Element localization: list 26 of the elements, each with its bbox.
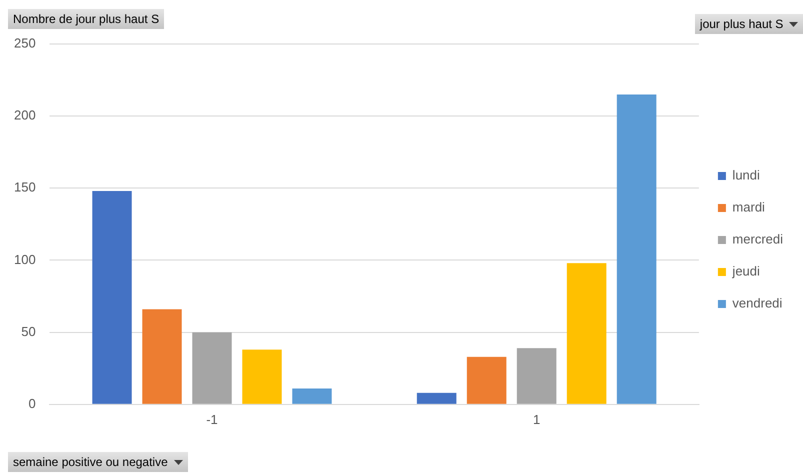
y-tick-label: 50 [21,324,36,339]
bar [292,388,332,404]
bar [466,356,506,404]
bar [566,263,606,404]
y-tick-label: 150 [14,180,36,195]
bar [616,94,656,404]
legend-title: jour plus haut S [700,17,784,31]
bar [192,332,232,404]
y-axis-title: Nombre de jour plus haut S [8,9,164,29]
legend-label: vendredi [732,296,782,311]
legend-label: mardi [732,200,766,215]
y-tick-label: 250 [14,36,36,51]
bar [416,392,456,404]
x-tick-label: -1 [206,412,218,427]
y-tick-label: 0 [28,396,36,411]
y-tick-label: 200 [14,108,36,123]
bar [242,350,282,404]
bar [142,309,182,404]
legend-label: jeudi [731,264,760,279]
legend-label: mercredi [732,232,784,247]
x-axis-title: semaine positive ou negative [13,455,168,469]
legend-label: lundi [732,168,760,183]
y-tick-label: 100 [14,252,36,267]
x-tick-label: 1 [533,412,540,427]
bar [516,348,556,404]
bar [92,191,132,404]
